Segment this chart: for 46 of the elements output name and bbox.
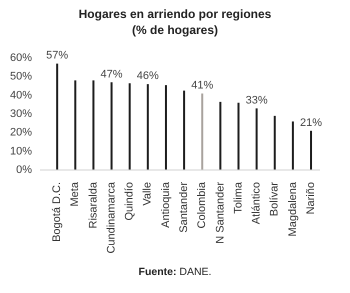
y-tick-label: 30%: [10, 108, 32, 120]
y-tick-label: 40%: [10, 89, 32, 102]
x-tick-label: Meta: [69, 181, 82, 206]
bar: [310, 130, 312, 170]
bar: [110, 82, 113, 170]
y-tick-label: 20%: [10, 126, 32, 139]
data-label: 47%: [100, 68, 123, 80]
data-label: 57%: [46, 50, 68, 62]
x-tick-label: Nariño: [304, 182, 317, 214]
x-tick-label: Risaralda: [87, 181, 100, 228]
data-label: 46%: [136, 70, 160, 82]
bar: [274, 116, 276, 170]
x-tick-label: Quindío: [124, 182, 136, 221]
data-label: 33%: [246, 94, 268, 106]
x-tick-label: Atlántico: [250, 182, 263, 224]
bar: [292, 121, 294, 170]
bar: [92, 80, 94, 170]
bar: [256, 108, 258, 170]
data-label: 41%: [191, 79, 214, 92]
y-tick-label: 60%: [10, 52, 32, 64]
x-tick-label: Antioquia: [160, 181, 172, 228]
bar: [164, 85, 167, 170]
chart-subtitle: (% de hogares): [130, 22, 219, 38]
x-tick-label: Colombia: [196, 181, 208, 228]
bar: [219, 102, 222, 170]
bar: [201, 93, 204, 170]
bar: [74, 80, 76, 170]
x-tick-label: Bolívar: [268, 182, 281, 216]
x-tick-label: Cundinamarca: [105, 181, 118, 254]
x-tick-label: N Santander: [214, 182, 226, 244]
bar: [183, 90, 186, 170]
y-tick-label: 50%: [10, 70, 32, 83]
x-tick-label: Magdalena: [286, 181, 299, 236]
x-tick-label: Bogotá D.C.: [51, 182, 64, 242]
x-tick-label: Tolima: [232, 181, 244, 214]
x-tick-label: Santander: [178, 182, 190, 233]
bar: [146, 84, 149, 170]
chart-title: Hogares en arriendo por regiones: [78, 6, 272, 22]
source-note: Fuente: DANE.: [138, 266, 212, 278]
data-label: 21%: [300, 116, 322, 129]
bar: [128, 83, 131, 170]
bar: [56, 64, 58, 170]
bar: [237, 102, 240, 170]
y-tick-label: 10%: [10, 145, 32, 158]
y-tick-label: 0%: [16, 164, 32, 176]
x-tick-label: Valle: [142, 182, 154, 206]
